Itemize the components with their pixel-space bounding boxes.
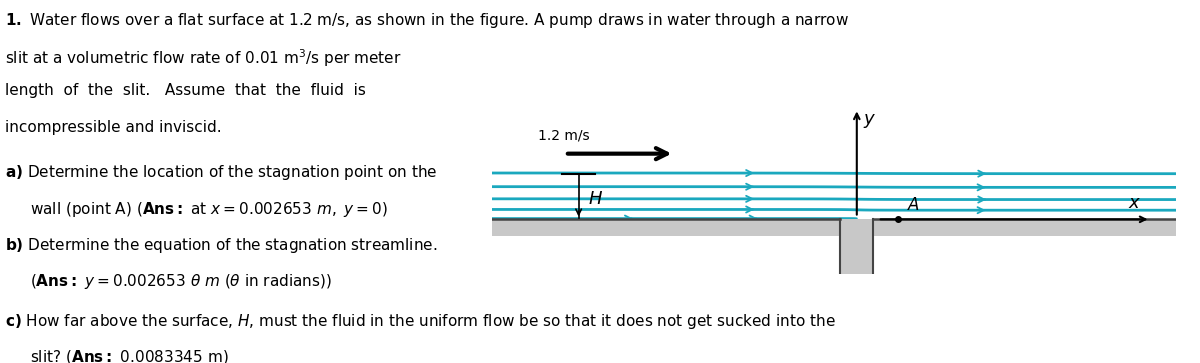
Text: $x$: $x$ — [1128, 194, 1141, 212]
Point — [847, 216, 866, 222]
Text: $\mathbf{b)}$ Determine the equation of the stagnation streamline.: $\mathbf{b)}$ Determine the equation of … — [5, 236, 438, 255]
Text: incompressible and inviscid.: incompressible and inviscid. — [5, 120, 222, 135]
Point — [847, 216, 866, 222]
Text: length  of  the  slit.   Assume  that  the  fluid  is: length of the slit. Assume that the flui… — [5, 83, 366, 98]
Point — [847, 216, 866, 222]
Text: slit? ($\mathbf{Ans:}$ 0.0083345 m): slit? ($\mathbf{Ans:}$ 0.0083345 m) — [30, 348, 229, 363]
Bar — [874, 219, 1176, 236]
Text: $\mathbf{a)}$ Determine the location of the stagnation point on the: $\mathbf{a)}$ Determine the location of … — [5, 163, 438, 182]
Text: ($\mathbf{Ans:}$ $y = 0.002653\ \theta\ m$ ($\theta$ in radians)): ($\mathbf{Ans:}$ $y = 0.002653\ \theta\ … — [30, 272, 332, 291]
Text: $\mathbf{1.}$ Water flows over a flat surface at 1.2 m/s, as shown in the figure: $\mathbf{1.}$ Water flows over a flat su… — [5, 11, 850, 30]
Text: $\mathbf{c)}$ How far above the surface, $H$, must the fluid in the uniform flow: $\mathbf{c)}$ How far above the surface,… — [5, 312, 835, 331]
Text: wall (point A) ($\mathbf{Ans:}$ at $x = 0.002653\ m,\ y = 0$): wall (point A) ($\mathbf{Ans:}$ at $x = … — [30, 200, 388, 219]
Point — [847, 216, 866, 222]
Text: $H$: $H$ — [588, 190, 602, 208]
Point — [847, 216, 866, 222]
Bar — [492, 219, 840, 236]
Bar — [840, 219, 874, 286]
Text: slit at a volumetric flow rate of 0.01 m$^3$/s per meter: slit at a volumetric flow rate of 0.01 m… — [5, 47, 402, 69]
Text: 1.2 m/s: 1.2 m/s — [538, 129, 589, 142]
Text: $A$: $A$ — [907, 196, 920, 214]
Text: $y$: $y$ — [863, 112, 876, 130]
